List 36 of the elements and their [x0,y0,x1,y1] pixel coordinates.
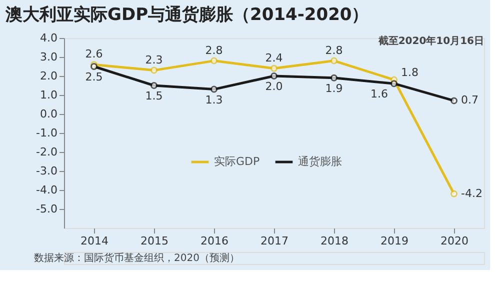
y-tick-label: 1.0 [40,88,58,102]
legend-label: 实际GDP [214,155,260,168]
y-tick-label: 4.0 [40,32,58,44]
source-note: 数据来源：国际货币基金组织，2020（预测） [34,252,240,264]
chart-title: 澳大利亚实际GDP与通货膨胀（2014-2020） [4,5,369,25]
x-tick-label: 2015 [140,234,168,248]
data-label: 1.5 [145,90,163,102]
y-tick-label: -1.0 [36,126,58,140]
y-tick-label: -4.0 [36,184,58,196]
data-label: -4.2 [461,186,482,200]
x-tick-label: 2020 [440,234,468,248]
legend-label: 通货膨胀 [298,155,342,168]
data-label: 2.6 [85,48,103,61]
data-label: 2.8 [325,44,343,57]
chart-subtitle: 截至2020年10月16日 [377,35,484,47]
y-tick-label: 0.0 [40,108,58,120]
y-tick-label: 3.0 [40,50,58,64]
data-label: 2.3 [145,53,163,66]
data-label: 1.8 [401,66,418,79]
data-label: 2.0 [265,80,283,93]
y-tick-label: -2.0 [36,146,58,158]
data-label: 2.5 [85,70,103,84]
y-tick-label: -5.0 [36,202,58,216]
x-tick-label: 2018 [320,234,348,248]
x-tick-label: 2014 [80,234,108,248]
y-tick-label: 2.0 [40,70,58,82]
data-label: 1.9 [325,82,343,95]
x-tick-label: 2016 [200,234,228,248]
data-label: 1.6 [370,88,388,101]
data-label: 1.3 [205,93,223,106]
data-label: 0.7 [461,94,478,107]
y-tick-label: -3.0 [36,164,58,178]
data-label: 2.8 [205,44,223,57]
x-tick-label: 2017 [260,234,288,248]
data-label: 2.4 [265,51,283,64]
x-tick-label: 2019 [380,234,408,248]
